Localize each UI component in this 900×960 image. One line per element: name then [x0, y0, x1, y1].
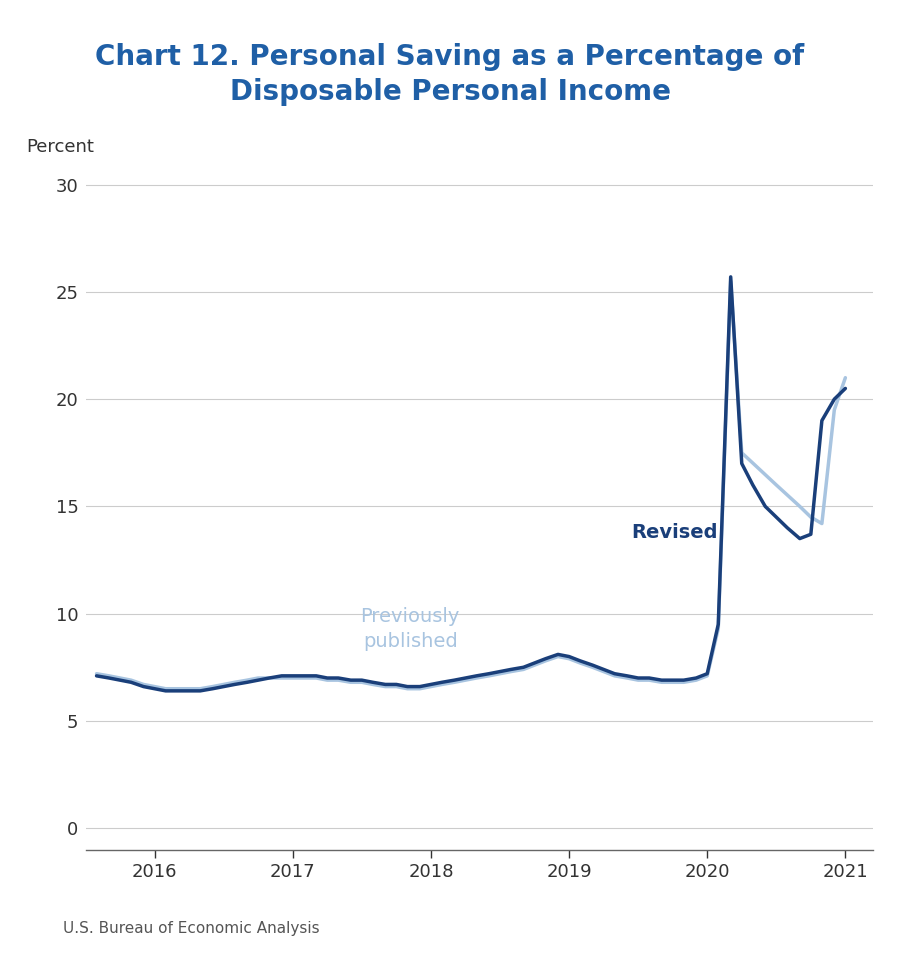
Text: Percent: Percent [26, 138, 94, 156]
Text: Chart 12. Personal Saving as a Percentage of
Disposable Personal Income: Chart 12. Personal Saving as a Percentag… [95, 43, 805, 106]
Text: U.S. Bureau of Economic Analysis: U.S. Bureau of Economic Analysis [63, 921, 320, 936]
Text: Revised: Revised [631, 522, 717, 541]
Text: Previously
published: Previously published [361, 607, 460, 651]
